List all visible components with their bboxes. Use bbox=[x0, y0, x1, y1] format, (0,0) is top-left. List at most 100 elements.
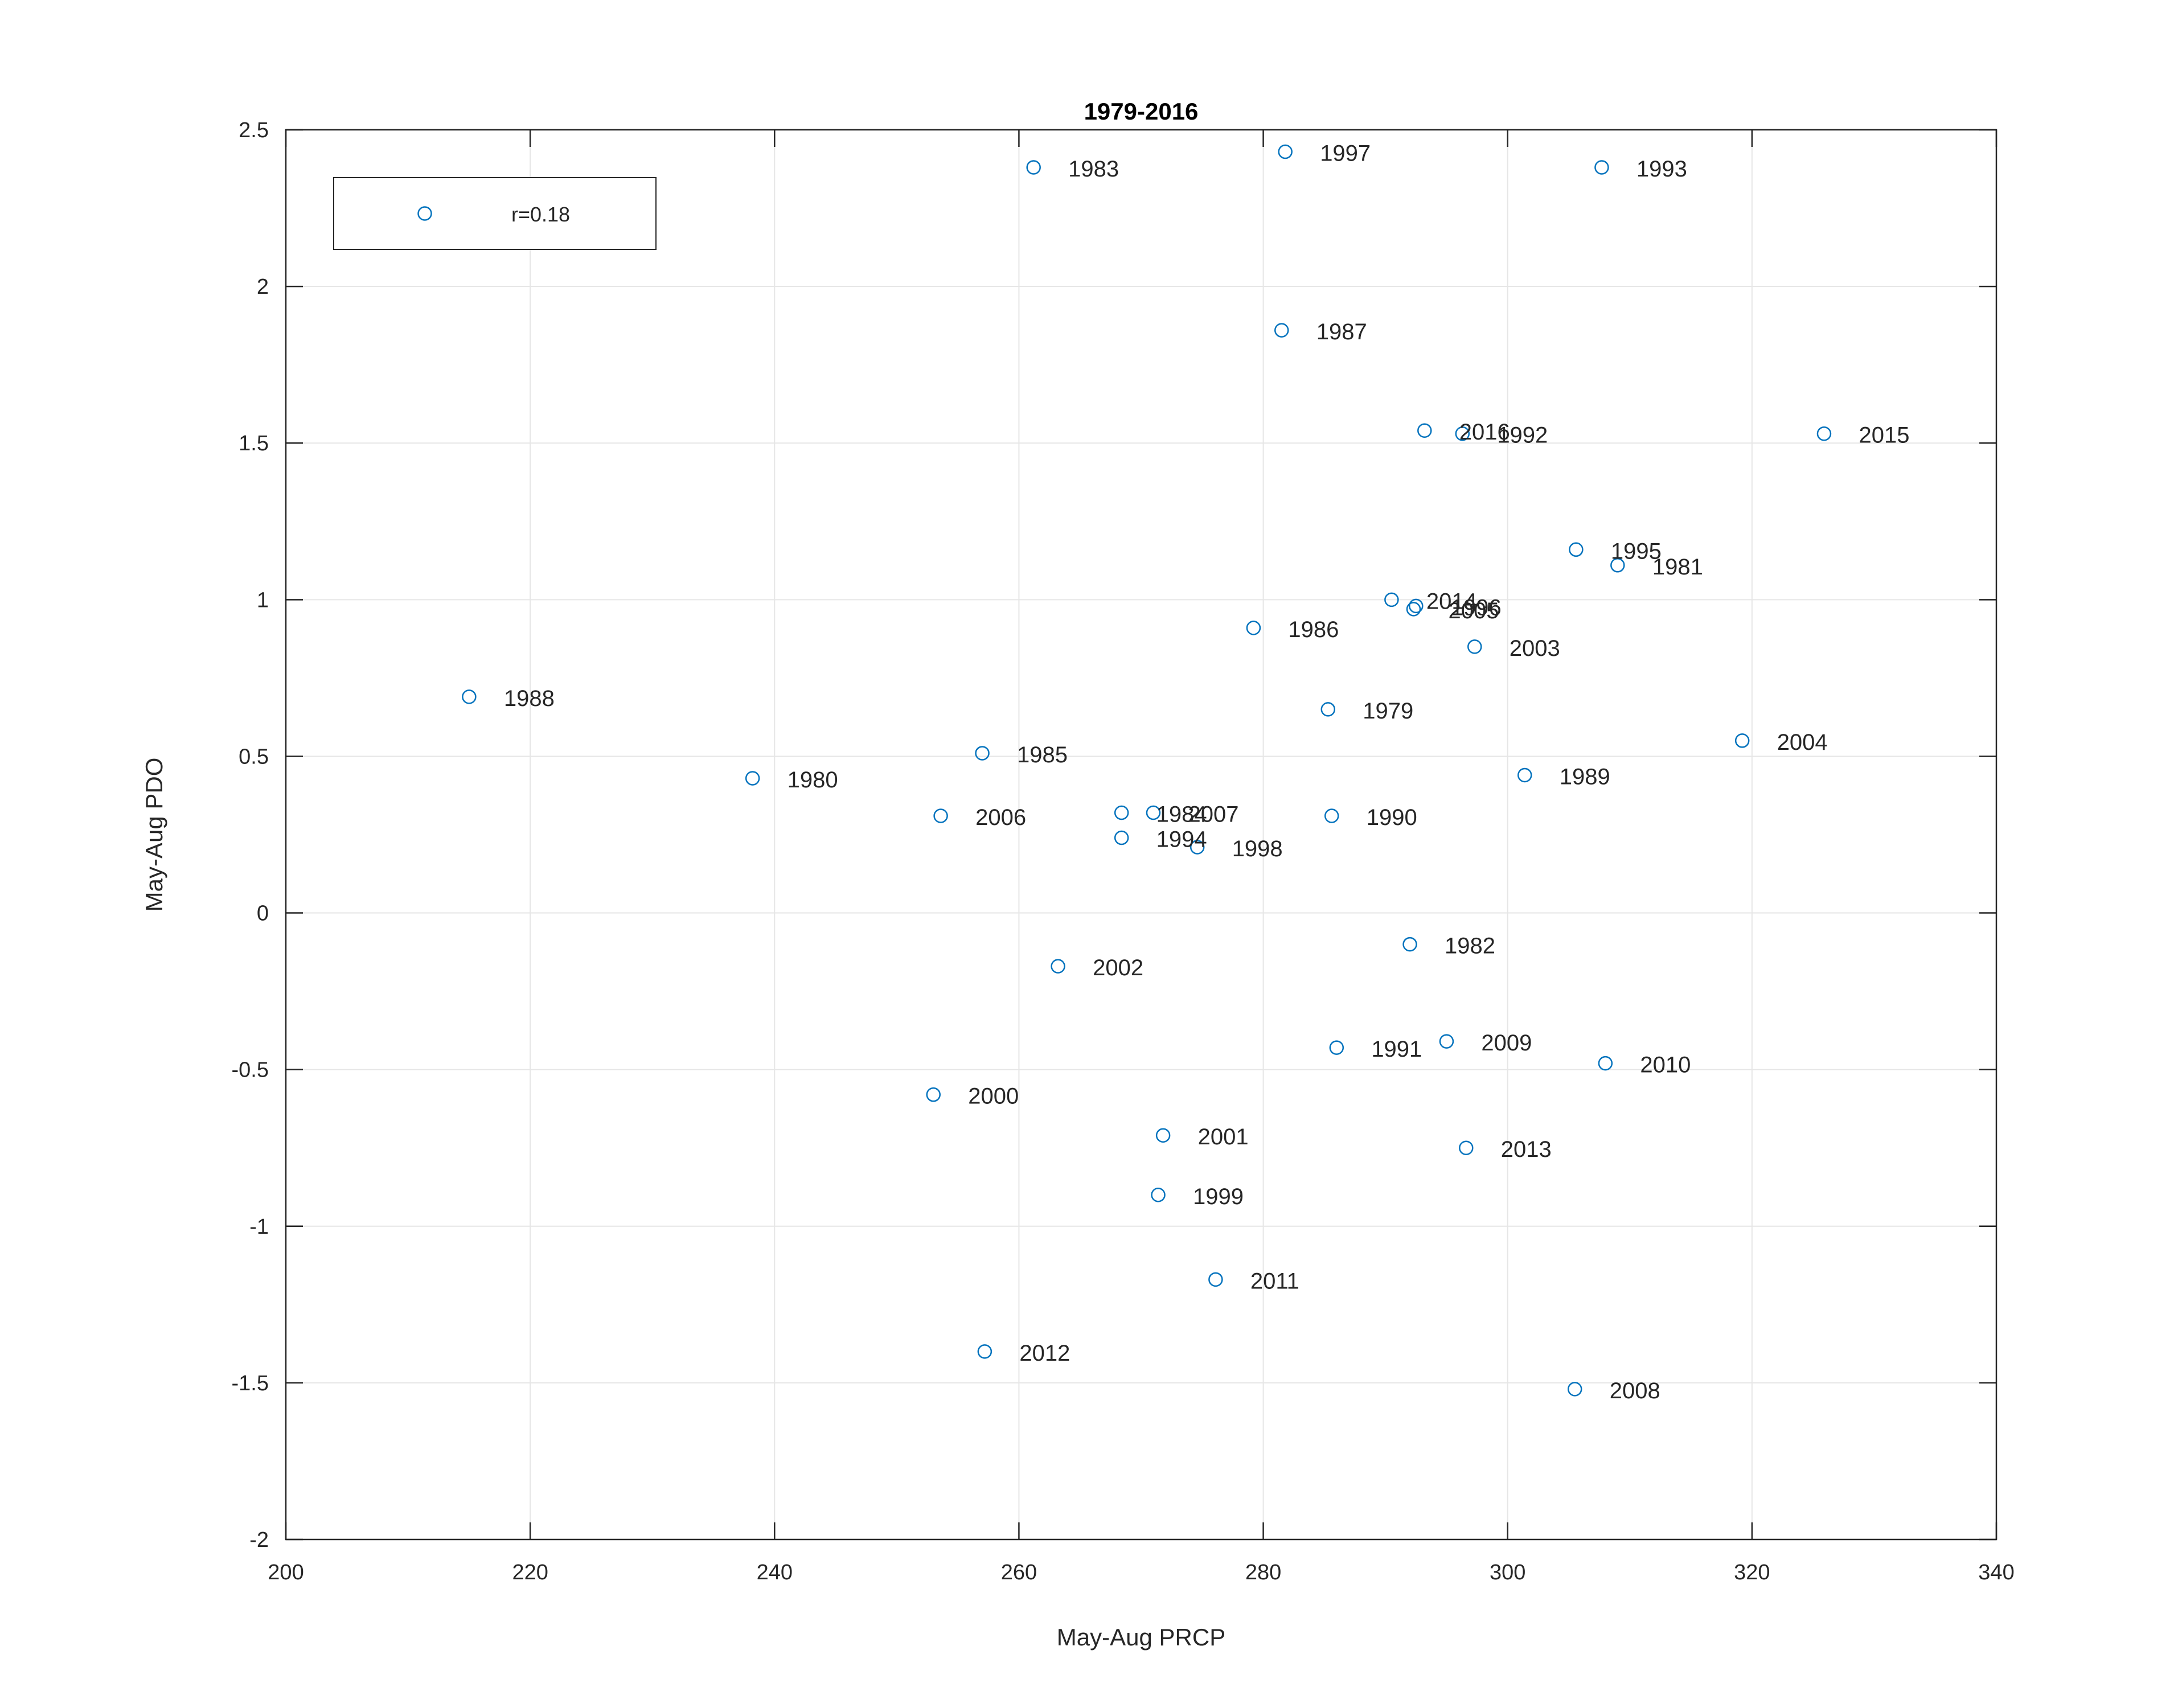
data-point-marker bbox=[1594, 160, 1609, 175]
data-point-marker bbox=[1439, 1034, 1454, 1049]
data-point-marker bbox=[1329, 1040, 1344, 1055]
data-point-marker bbox=[1208, 1272, 1223, 1287]
data-point-label: 2004 bbox=[1777, 730, 1828, 755]
y-tick-label: 2 bbox=[257, 275, 269, 299]
data-point-label: 1982 bbox=[1445, 934, 1495, 959]
x-tick-label: 220 bbox=[512, 1561, 548, 1584]
plot-frame bbox=[285, 129, 1997, 1541]
data-point-label: 2003 bbox=[1510, 636, 1560, 661]
x-tick-label: 340 bbox=[1978, 1561, 2014, 1584]
data-point-label: 2013 bbox=[1501, 1137, 1552, 1162]
data-point-label: 1990 bbox=[1367, 805, 1417, 830]
y-tick-label: 2.5 bbox=[239, 118, 269, 142]
data-point-marker bbox=[975, 746, 990, 761]
data-point-label: 2002 bbox=[1093, 955, 1143, 980]
grid-lines bbox=[286, 130, 1996, 1539]
x-axis-label: May-Aug PRCP bbox=[1057, 1624, 1225, 1650]
data-point-marker bbox=[1455, 426, 1470, 441]
chart-title: 1979-2016 bbox=[1084, 98, 1199, 125]
data-point-label: 1984 bbox=[1156, 802, 1207, 827]
y-tick-label: -1.5 bbox=[232, 1372, 269, 1395]
data-point-label: 1989 bbox=[1560, 764, 1610, 789]
x-tick-label: 240 bbox=[757, 1561, 793, 1584]
data-point-label: 1979 bbox=[1363, 699, 1413, 724]
data-point-label: 1986 bbox=[1288, 617, 1339, 642]
data-point-marker bbox=[745, 771, 760, 786]
y-tick-label: -1 bbox=[249, 1215, 269, 1239]
data-point-marker bbox=[1190, 840, 1205, 855]
data-point-marker bbox=[462, 689, 477, 704]
tick-labels: 200 220 240 260 280 300 320 340 -2 -1.5 -1 -0.5 0 0.5… bbox=[232, 118, 2015, 1584]
point-labels: 1979 1980 1981 1982 1983 1984 1985 1986 1987 1988… bbox=[504, 141, 1910, 1403]
data-point-label: 1985 bbox=[1017, 742, 1068, 767]
data-point-label: 1988 bbox=[504, 686, 555, 711]
data-point-marker bbox=[1114, 830, 1129, 845]
data-point-label: 1995 bbox=[1611, 539, 1662, 564]
data-point-label: 2009 bbox=[1481, 1030, 1532, 1056]
data-point-label: 2012 bbox=[1019, 1341, 1070, 1366]
data-point-label: 2007 bbox=[1188, 802, 1238, 827]
data-point-label: 2005 bbox=[1448, 598, 1499, 623]
data-point-label: 1992 bbox=[1497, 423, 1548, 448]
data-point-marker bbox=[1567, 1382, 1582, 1397]
data-point-marker bbox=[1517, 767, 1532, 783]
data-point-marker bbox=[1051, 959, 1065, 974]
data-point-marker bbox=[1146, 805, 1161, 820]
data-point-marker bbox=[1406, 602, 1421, 617]
x-tick-label: 320 bbox=[1734, 1561, 1770, 1584]
data-point-marker bbox=[1409, 598, 1424, 614]
data-point-marker bbox=[926, 1087, 941, 1102]
data-point-marker bbox=[1402, 937, 1417, 952]
data-point-marker bbox=[1816, 426, 1832, 441]
legend-box bbox=[333, 177, 657, 250]
data-point-label: 2006 bbox=[975, 805, 1026, 830]
data-point-marker bbox=[1246, 621, 1261, 635]
legend-marker-icon bbox=[417, 206, 432, 221]
data-point-label: 2008 bbox=[1610, 1378, 1660, 1403]
data-point-marker bbox=[1384, 592, 1399, 607]
data-point-label: 1993 bbox=[1636, 157, 1687, 182]
data-point-label: 1987 bbox=[1316, 319, 1367, 344]
data-point-label: 1980 bbox=[787, 767, 838, 793]
data-point-label: 1991 bbox=[1371, 1037, 1422, 1062]
data-point-label: 1996 bbox=[1451, 595, 1502, 620]
x-tick-label: 260 bbox=[1001, 1561, 1037, 1584]
data-point-marker bbox=[1467, 639, 1482, 654]
data-point-label: 1998 bbox=[1232, 836, 1283, 861]
x-tick-label: 300 bbox=[1490, 1561, 1525, 1584]
y-tick-label: -2 bbox=[249, 1528, 269, 1552]
data-point-label: 2001 bbox=[1198, 1124, 1249, 1149]
data-point-marker bbox=[1274, 323, 1289, 338]
y-tick-label: 1 bbox=[257, 588, 269, 612]
y-tick-label: 0 bbox=[257, 902, 269, 926]
data-point-marker bbox=[1151, 1188, 1166, 1202]
data-point-marker bbox=[1114, 805, 1129, 820]
data-point-marker bbox=[1459, 1140, 1474, 1155]
legend-label: r=0.18 bbox=[511, 203, 570, 226]
y-tick-label: 0.5 bbox=[239, 745, 269, 769]
data-point-label: 1997 bbox=[1320, 141, 1371, 166]
data-point-marker bbox=[1610, 558, 1625, 573]
data-point-label: 1981 bbox=[1652, 555, 1703, 580]
x-tick-label: 200 bbox=[268, 1561, 303, 1584]
data-points bbox=[462, 144, 1832, 1397]
data-point-marker bbox=[1324, 808, 1339, 823]
data-point-marker bbox=[1598, 1056, 1613, 1071]
data-point-marker bbox=[1569, 542, 1584, 557]
data-point-marker bbox=[933, 808, 948, 823]
y-tick-label: 1.5 bbox=[239, 432, 269, 455]
data-point-label: 2010 bbox=[1640, 1053, 1691, 1078]
y-tick-label: -0.5 bbox=[232, 1058, 269, 1082]
plot-area bbox=[286, 130, 1996, 1539]
data-point-label: 2014 bbox=[1426, 589, 1477, 614]
data-point-label: 1983 bbox=[1068, 157, 1119, 182]
x-tick-label: 280 bbox=[1245, 1561, 1281, 1584]
data-point-marker bbox=[1278, 144, 1293, 159]
y-axis-label: May-Aug PDO bbox=[141, 758, 167, 912]
data-point-label: 1994 bbox=[1156, 827, 1207, 852]
data-point-label: 2011 bbox=[1250, 1268, 1299, 1294]
data-point-marker bbox=[1320, 702, 1336, 717]
data-point-label: 1999 bbox=[1193, 1184, 1244, 1209]
data-point-marker bbox=[1417, 423, 1432, 438]
